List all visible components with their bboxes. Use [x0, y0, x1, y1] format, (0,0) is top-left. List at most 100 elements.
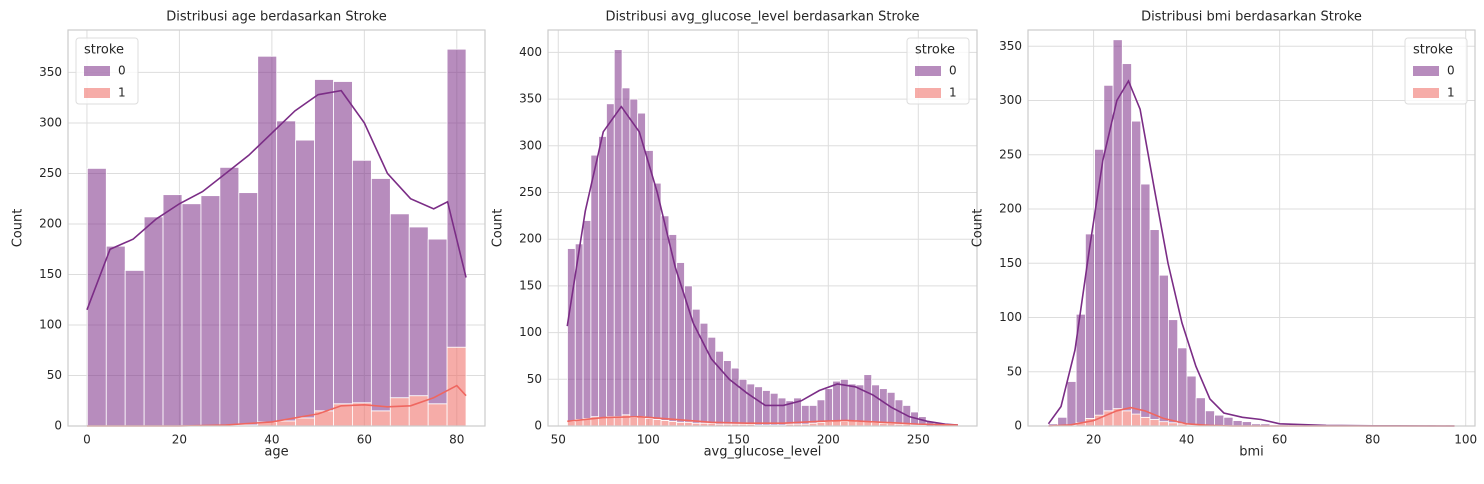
- bar: [715, 350, 724, 425]
- bar: [676, 262, 685, 423]
- bar: [879, 388, 888, 424]
- y-tick-label: 150: [519, 278, 542, 292]
- y-tick-label: 100: [39, 317, 62, 331]
- plot-frame: [67, 29, 486, 427]
- y-tick-label: 0: [54, 419, 62, 433]
- chart-title: Distribusi avg_glucose_level berdasarkan…: [605, 10, 919, 25]
- y-tick-label: 0: [534, 419, 542, 433]
- legend: stroke 0 1: [75, 37, 139, 105]
- bar: [668, 420, 678, 427]
- y-tick-label: 200: [519, 232, 542, 246]
- y-tick-label: 200: [39, 216, 62, 230]
- kde-line: [86, 89, 467, 311]
- chart-title: Distribusi age berdasarkan Stroke: [166, 10, 387, 25]
- bar: [1158, 274, 1169, 423]
- x-tick-label: 250: [907, 433, 930, 447]
- y-axis-label: Count: [11, 209, 26, 248]
- bar: [295, 139, 315, 419]
- x-tick-label: 0: [83, 433, 91, 447]
- bar: [808, 405, 818, 424]
- legend-title: stroke: [84, 43, 124, 58]
- bar: [582, 220, 592, 419]
- y-tick-label: 350: [519, 92, 542, 106]
- bar: [816, 399, 826, 423]
- bar: [645, 418, 654, 427]
- x-tick-label: 100: [637, 433, 660, 447]
- bar: [314, 79, 334, 412]
- legend-label: 1: [1447, 86, 1455, 100]
- bar: [777, 397, 787, 426]
- y-tick-label: 100: [999, 310, 1022, 324]
- bar: [200, 195, 221, 427]
- legend-label: 0: [949, 64, 957, 78]
- bar: [1131, 120, 1142, 415]
- x-axis-label: avg_glucose_level: [704, 445, 822, 460]
- bar: [162, 194, 183, 427]
- bar: [1232, 420, 1243, 427]
- bar: [427, 403, 448, 427]
- x-tick-label: 60: [357, 433, 372, 447]
- y-tick-label: 200: [999, 202, 1022, 216]
- legend-label: 1: [118, 86, 126, 100]
- bar: [629, 98, 639, 418]
- bar: [389, 397, 410, 427]
- legend-swatch: [1413, 66, 1439, 76]
- subplot: 0 50 100 150 200 250 300 350 0 20 40 60 80 Distribusi…: [11, 10, 486, 460]
- bar: [621, 87, 631, 416]
- bar: [105, 245, 126, 427]
- bar: [257, 55, 278, 423]
- bar: [567, 248, 576, 422]
- bar: [738, 378, 748, 425]
- kde-line: [1047, 79, 1455, 427]
- bar: [730, 367, 740, 425]
- bar: [276, 120, 297, 422]
- bar: [1149, 419, 1160, 427]
- bar: [668, 234, 678, 422]
- x-axis-label: bmi: [1239, 445, 1264, 460]
- legend-title: stroke: [915, 43, 955, 58]
- bar: [824, 388, 834, 422]
- legend: stroke 0 1: [1404, 37, 1468, 105]
- bar: [352, 159, 372, 404]
- bar: [590, 154, 600, 418]
- bar: [754, 386, 763, 426]
- bar: [863, 374, 873, 422]
- bar: [352, 402, 372, 427]
- y-tick-label: 50: [47, 368, 62, 382]
- x-tick-label: 80: [1365, 433, 1380, 447]
- bar: [832, 380, 841, 421]
- legend-swatch: [84, 66, 110, 76]
- bar: [1204, 410, 1215, 427]
- bar: [370, 410, 391, 427]
- bar: [124, 270, 145, 427]
- bar: [1121, 63, 1132, 412]
- legend-label: 0: [1447, 64, 1455, 78]
- bar: [1168, 319, 1179, 424]
- bar: [606, 103, 615, 418]
- x-tick-label: 40: [1179, 433, 1194, 447]
- y-tick-label: 350: [39, 65, 62, 79]
- bar: [652, 182, 662, 420]
- y-tick-label: 250: [519, 185, 542, 199]
- legend: stroke 0 1: [906, 37, 970, 105]
- legend-swatch: [915, 88, 941, 98]
- plot-frame: [1027, 29, 1476, 427]
- bar: [1140, 416, 1151, 427]
- chart-title: Distribusi bmi berdasarkan Stroke: [1141, 10, 1362, 25]
- bar: [567, 420, 576, 427]
- y-tick-label: 250: [999, 147, 1022, 161]
- y-axis-label: Count: [971, 209, 986, 248]
- x-tick-label: 200: [817, 433, 840, 447]
- bar: [691, 308, 701, 424]
- bar: [1223, 416, 1234, 427]
- bar: [824, 420, 834, 427]
- x-tick-label: 60: [1272, 433, 1287, 447]
- x-tick-label: 40: [264, 433, 279, 447]
- y-tick-label: 400: [519, 45, 542, 59]
- y-tick-label: 350: [999, 39, 1022, 53]
- bar: [769, 392, 779, 426]
- bar: [847, 383, 857, 421]
- y-tick-label: 50: [527, 372, 542, 386]
- bar: [238, 192, 259, 426]
- legend-label: 1: [949, 86, 957, 100]
